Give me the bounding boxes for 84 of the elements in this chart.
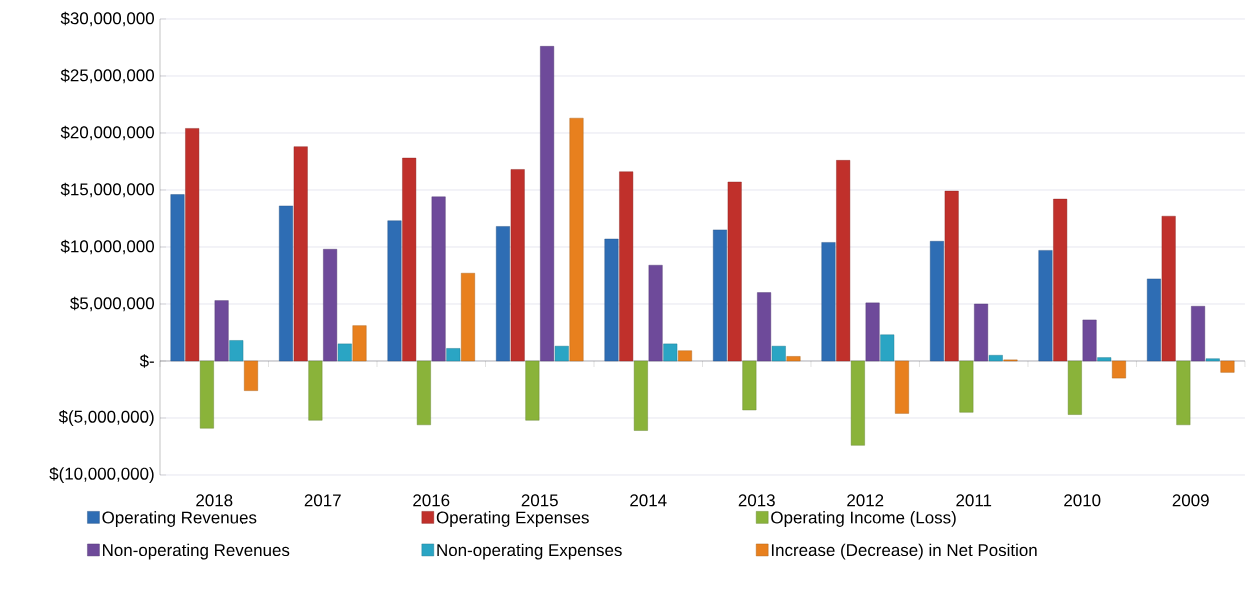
- bar: [604, 238, 619, 362]
- bar: [988, 355, 1003, 362]
- x-tick-label: 2017: [304, 494, 341, 507]
- x-tick-label: 2016: [413, 494, 450, 507]
- bar: [713, 229, 727, 362]
- bar: [974, 303, 989, 362]
- bar: [214, 300, 229, 362]
- bar: [959, 360, 974, 413]
- bar: [1097, 357, 1112, 362]
- y-tick-label: $15,000,000: [60, 182, 154, 198]
- bar: [540, 46, 555, 362]
- bar: [865, 302, 880, 362]
- y-tick-label: $30,000,000: [60, 11, 154, 27]
- bar: [757, 292, 772, 362]
- bar: [416, 360, 431, 426]
- bar: [1067, 360, 1082, 415]
- legend-label: Non-operating Expenses: [437, 543, 622, 560]
- x-tick-label: 2009: [1172, 494, 1209, 507]
- bar: [402, 157, 417, 362]
- bar: [1220, 360, 1235, 373]
- bar: [279, 205, 293, 362]
- bar: [229, 340, 244, 362]
- bar: [619, 171, 634, 362]
- bar: [1112, 360, 1126, 379]
- legend-label: Operating Income (Loss): [771, 511, 956, 527]
- y-tick-label: $5,000,000: [70, 296, 154, 312]
- bar: [1053, 198, 1068, 362]
- legend-label: Operating Revenues: [102, 511, 257, 527]
- bar: [431, 196, 446, 362]
- y-tick-label: $(5,000,000): [58, 409, 154, 426]
- legend-label: Non-operating Revenues: [103, 543, 290, 560]
- bar: [510, 169, 525, 362]
- bar: [1191, 306, 1206, 362]
- bar: [199, 360, 214, 429]
- bar: [771, 345, 786, 362]
- bar: [727, 181, 742, 362]
- bar: [461, 273, 475, 362]
- x-tick-label: 2013: [738, 494, 775, 507]
- bar: [293, 146, 308, 362]
- y-tick-label: $25,000,000: [60, 68, 154, 84]
- y-tick-label: $-: [139, 354, 154, 368]
- bar: [352, 325, 367, 362]
- x-tick-label: 2015: [521, 494, 558, 507]
- bar: [648, 265, 663, 362]
- bar: [850, 360, 865, 446]
- bar: [185, 128, 200, 362]
- bar: [836, 160, 851, 362]
- bar: [678, 350, 692, 362]
- bar: [1147, 278, 1161, 362]
- bar: [1176, 360, 1191, 426]
- y-tick-label: $10,000,000: [60, 239, 154, 255]
- bar: [663, 343, 678, 362]
- x-tick-label: 2014: [630, 494, 667, 507]
- bar: [930, 241, 944, 362]
- bar: [308, 360, 323, 421]
- x-tick-label: 2010: [1064, 494, 1101, 507]
- bar: [337, 343, 352, 362]
- bar: [786, 356, 801, 362]
- bar: [569, 117, 584, 362]
- bar: [244, 360, 258, 391]
- bar: [944, 190, 959, 362]
- bar: [1038, 250, 1053, 362]
- bar: [742, 360, 757, 411]
- bar: [170, 194, 185, 362]
- legend-label: Increase (Decrease) in Net Position: [771, 543, 1037, 560]
- x-tick-label: 2012: [847, 494, 884, 507]
- bar: [323, 249, 338, 362]
- bar: [1205, 358, 1220, 362]
- bar: [554, 345, 569, 362]
- legend-label: Operating Expenses: [436, 511, 589, 527]
- x-tick-label: 2018: [196, 494, 233, 507]
- y-tick-label: $(10,000,000): [49, 466, 154, 483]
- bar: [880, 334, 895, 362]
- bar: [1161, 216, 1176, 362]
- bar: [496, 226, 510, 362]
- bar: [525, 360, 540, 421]
- y-tick-label: $20,000,000: [60, 125, 154, 141]
- bar: [387, 220, 402, 362]
- bar: [1082, 319, 1097, 362]
- bar: [895, 360, 909, 414]
- bar: [446, 348, 461, 362]
- x-tick-label: 2011: [956, 494, 992, 507]
- bar: [821, 242, 836, 362]
- bar: [633, 360, 648, 431]
